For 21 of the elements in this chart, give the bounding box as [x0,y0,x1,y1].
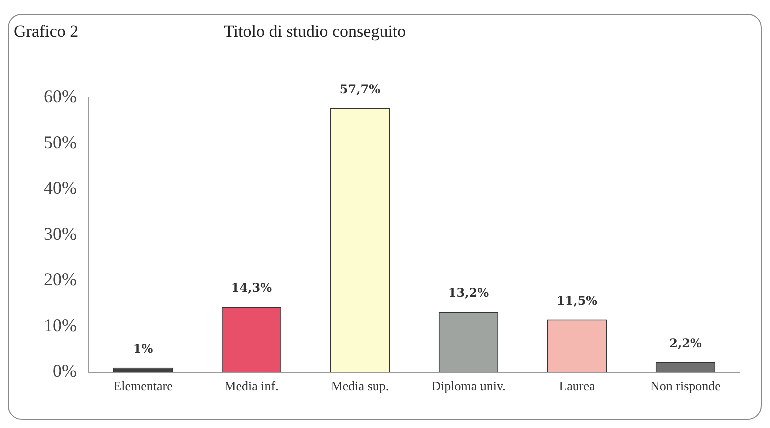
data-label: 13,2% [448,286,490,300]
x-tick-label: Diploma univ. [432,378,506,394]
data-label: 14,3% [231,281,273,296]
y-tick-label: 0% [52,361,77,382]
chart-title: Titolo di studio conseguito [224,22,406,42]
x-tick-label: Laurea [559,378,596,394]
y-tick-label: 20% [44,270,77,290]
data-label: 1% [133,342,154,356]
y-tick-label: 50% [44,132,77,152]
y-tick-label: 40% [44,178,77,198]
y-tick-label: 10% [44,315,77,336]
data-label: 57,7% [340,82,382,97]
data-label: 11,5% [556,294,598,308]
data-label: 2,2% [670,336,702,350]
x-tick-label: Media inf. [224,378,279,394]
y-tick-label: 30% [44,224,77,244]
x-tick-label: Elementare [114,378,174,394]
x-tick-label: Non risponde [650,378,722,394]
y-tick-label: 60% [44,86,77,107]
x-tick-label: Media sup. [331,378,390,394]
text: Grafico 2 [14,22,79,42]
